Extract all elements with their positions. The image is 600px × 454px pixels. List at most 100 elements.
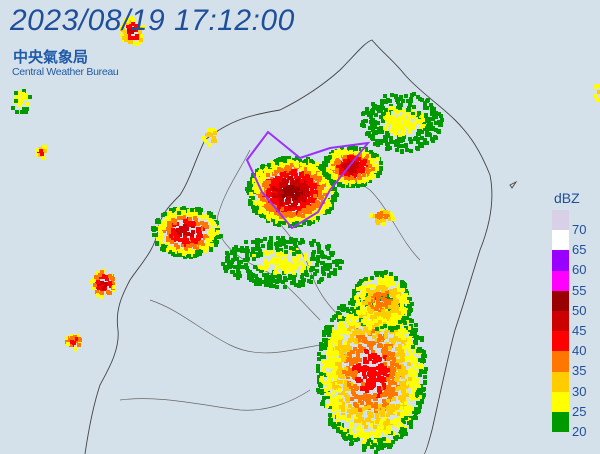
radar-cell: [275, 184, 279, 188]
radar-cell: [347, 328, 351, 332]
radar-cell: [236, 272, 240, 276]
radar-cell: [369, 115, 373, 119]
radar-cell: [393, 296, 397, 300]
radar-cell: [298, 241, 302, 245]
radar-cell: [324, 339, 328, 343]
radar-cell: [310, 275, 314, 279]
radar-cell: [330, 365, 334, 369]
radar-cell: [319, 347, 323, 351]
coastline: [84, 39, 518, 454]
radar-cell: [367, 307, 371, 311]
radar-cell: [383, 355, 387, 359]
radar-cell: [325, 404, 329, 408]
radar-cell: [177, 211, 181, 215]
radar-cell: [594, 85, 598, 89]
radar-cell: [395, 139, 399, 143]
legend-label: 20: [572, 424, 587, 439]
radar-cell: [375, 214, 379, 218]
radar-cell: [357, 302, 361, 306]
radar-cell: [290, 163, 294, 167]
radar-cell: [359, 314, 363, 318]
radar-cell: [364, 277, 368, 281]
radar-cell: [394, 353, 398, 357]
radar-cell: [161, 221, 165, 225]
radar-cell: [194, 240, 198, 244]
radar-cell: [204, 139, 208, 143]
radar-cell: [393, 291, 397, 295]
radar-cell: [374, 372, 378, 376]
radar-cell: [388, 146, 392, 150]
radar-cell: [370, 414, 374, 418]
radar-cell: [302, 163, 306, 167]
legend-label: 40: [572, 343, 587, 359]
radar-cell: [168, 211, 172, 215]
radar-cell: [326, 183, 330, 187]
radar-cell: [371, 175, 375, 179]
radar-cell: [258, 282, 262, 286]
radar-cell: [372, 381, 376, 385]
radar-cell: [157, 228, 161, 232]
radar-cell: [385, 422, 389, 426]
radar-cell: [402, 381, 406, 385]
radar-cell: [376, 107, 380, 111]
radar-cell: [187, 223, 191, 227]
legend-swatch: [552, 412, 569, 433]
radar-cell: [261, 164, 265, 168]
radar-cell: [291, 207, 295, 211]
radar-cell: [397, 419, 401, 423]
radar-cell: [434, 136, 438, 140]
radar-cell: [366, 379, 370, 383]
radar-cell: [233, 265, 237, 269]
radar-cell: [369, 120, 373, 124]
radar-cell: [376, 302, 380, 306]
radar-cell: [331, 175, 335, 179]
radar-cell: [353, 316, 357, 320]
radar-cell: [379, 161, 383, 165]
radar-cell: [374, 169, 378, 173]
radar-cell: [326, 395, 330, 399]
radar-cell: [320, 251, 324, 255]
radar-cell: [397, 412, 401, 416]
radar-cell: [389, 370, 393, 374]
radar-cell: [20, 110, 24, 114]
radar-cell: [389, 278, 393, 282]
radar-cell: [170, 240, 174, 244]
radar-cell: [132, 36, 136, 40]
radar-cell: [298, 159, 302, 163]
radar-cell: [253, 186, 257, 190]
radar-cell: [336, 164, 340, 168]
legend-label: 35: [572, 363, 587, 379]
radar-cell: [415, 408, 419, 412]
radar-cell: [395, 299, 399, 303]
radar-cell: [384, 430, 388, 434]
radar-cell: [367, 131, 371, 135]
radar-cell: [286, 212, 290, 216]
radar-cell: [399, 307, 403, 311]
radar-cell: [407, 312, 411, 316]
radar-cell: [357, 311, 361, 315]
radar-cell: [389, 106, 393, 110]
radar-cell: [138, 28, 142, 32]
radar-cell: [276, 252, 280, 256]
radar-cell: [228, 265, 232, 269]
radar-cell: [301, 264, 305, 268]
radar-cell: [342, 370, 346, 374]
radar-cell: [397, 338, 401, 342]
radar-cell: [264, 250, 268, 254]
radar-cell: [360, 310, 364, 314]
radar-cell: [421, 395, 425, 399]
radar-cell: [378, 371, 382, 375]
radar-cell: [429, 103, 433, 107]
radar-cell: [264, 276, 268, 280]
radar-cell: [255, 211, 259, 215]
radar-cell: [374, 113, 378, 117]
radar-cell: [362, 173, 366, 177]
radar-cell: [404, 293, 408, 297]
radar-cell: [336, 427, 340, 431]
radar-cell: [331, 166, 335, 170]
radar-cell: [279, 198, 283, 202]
radar-cell: [383, 402, 387, 406]
radar-cell: [19, 97, 23, 101]
radar-cell: [402, 412, 406, 416]
radar-cell: [388, 326, 392, 330]
